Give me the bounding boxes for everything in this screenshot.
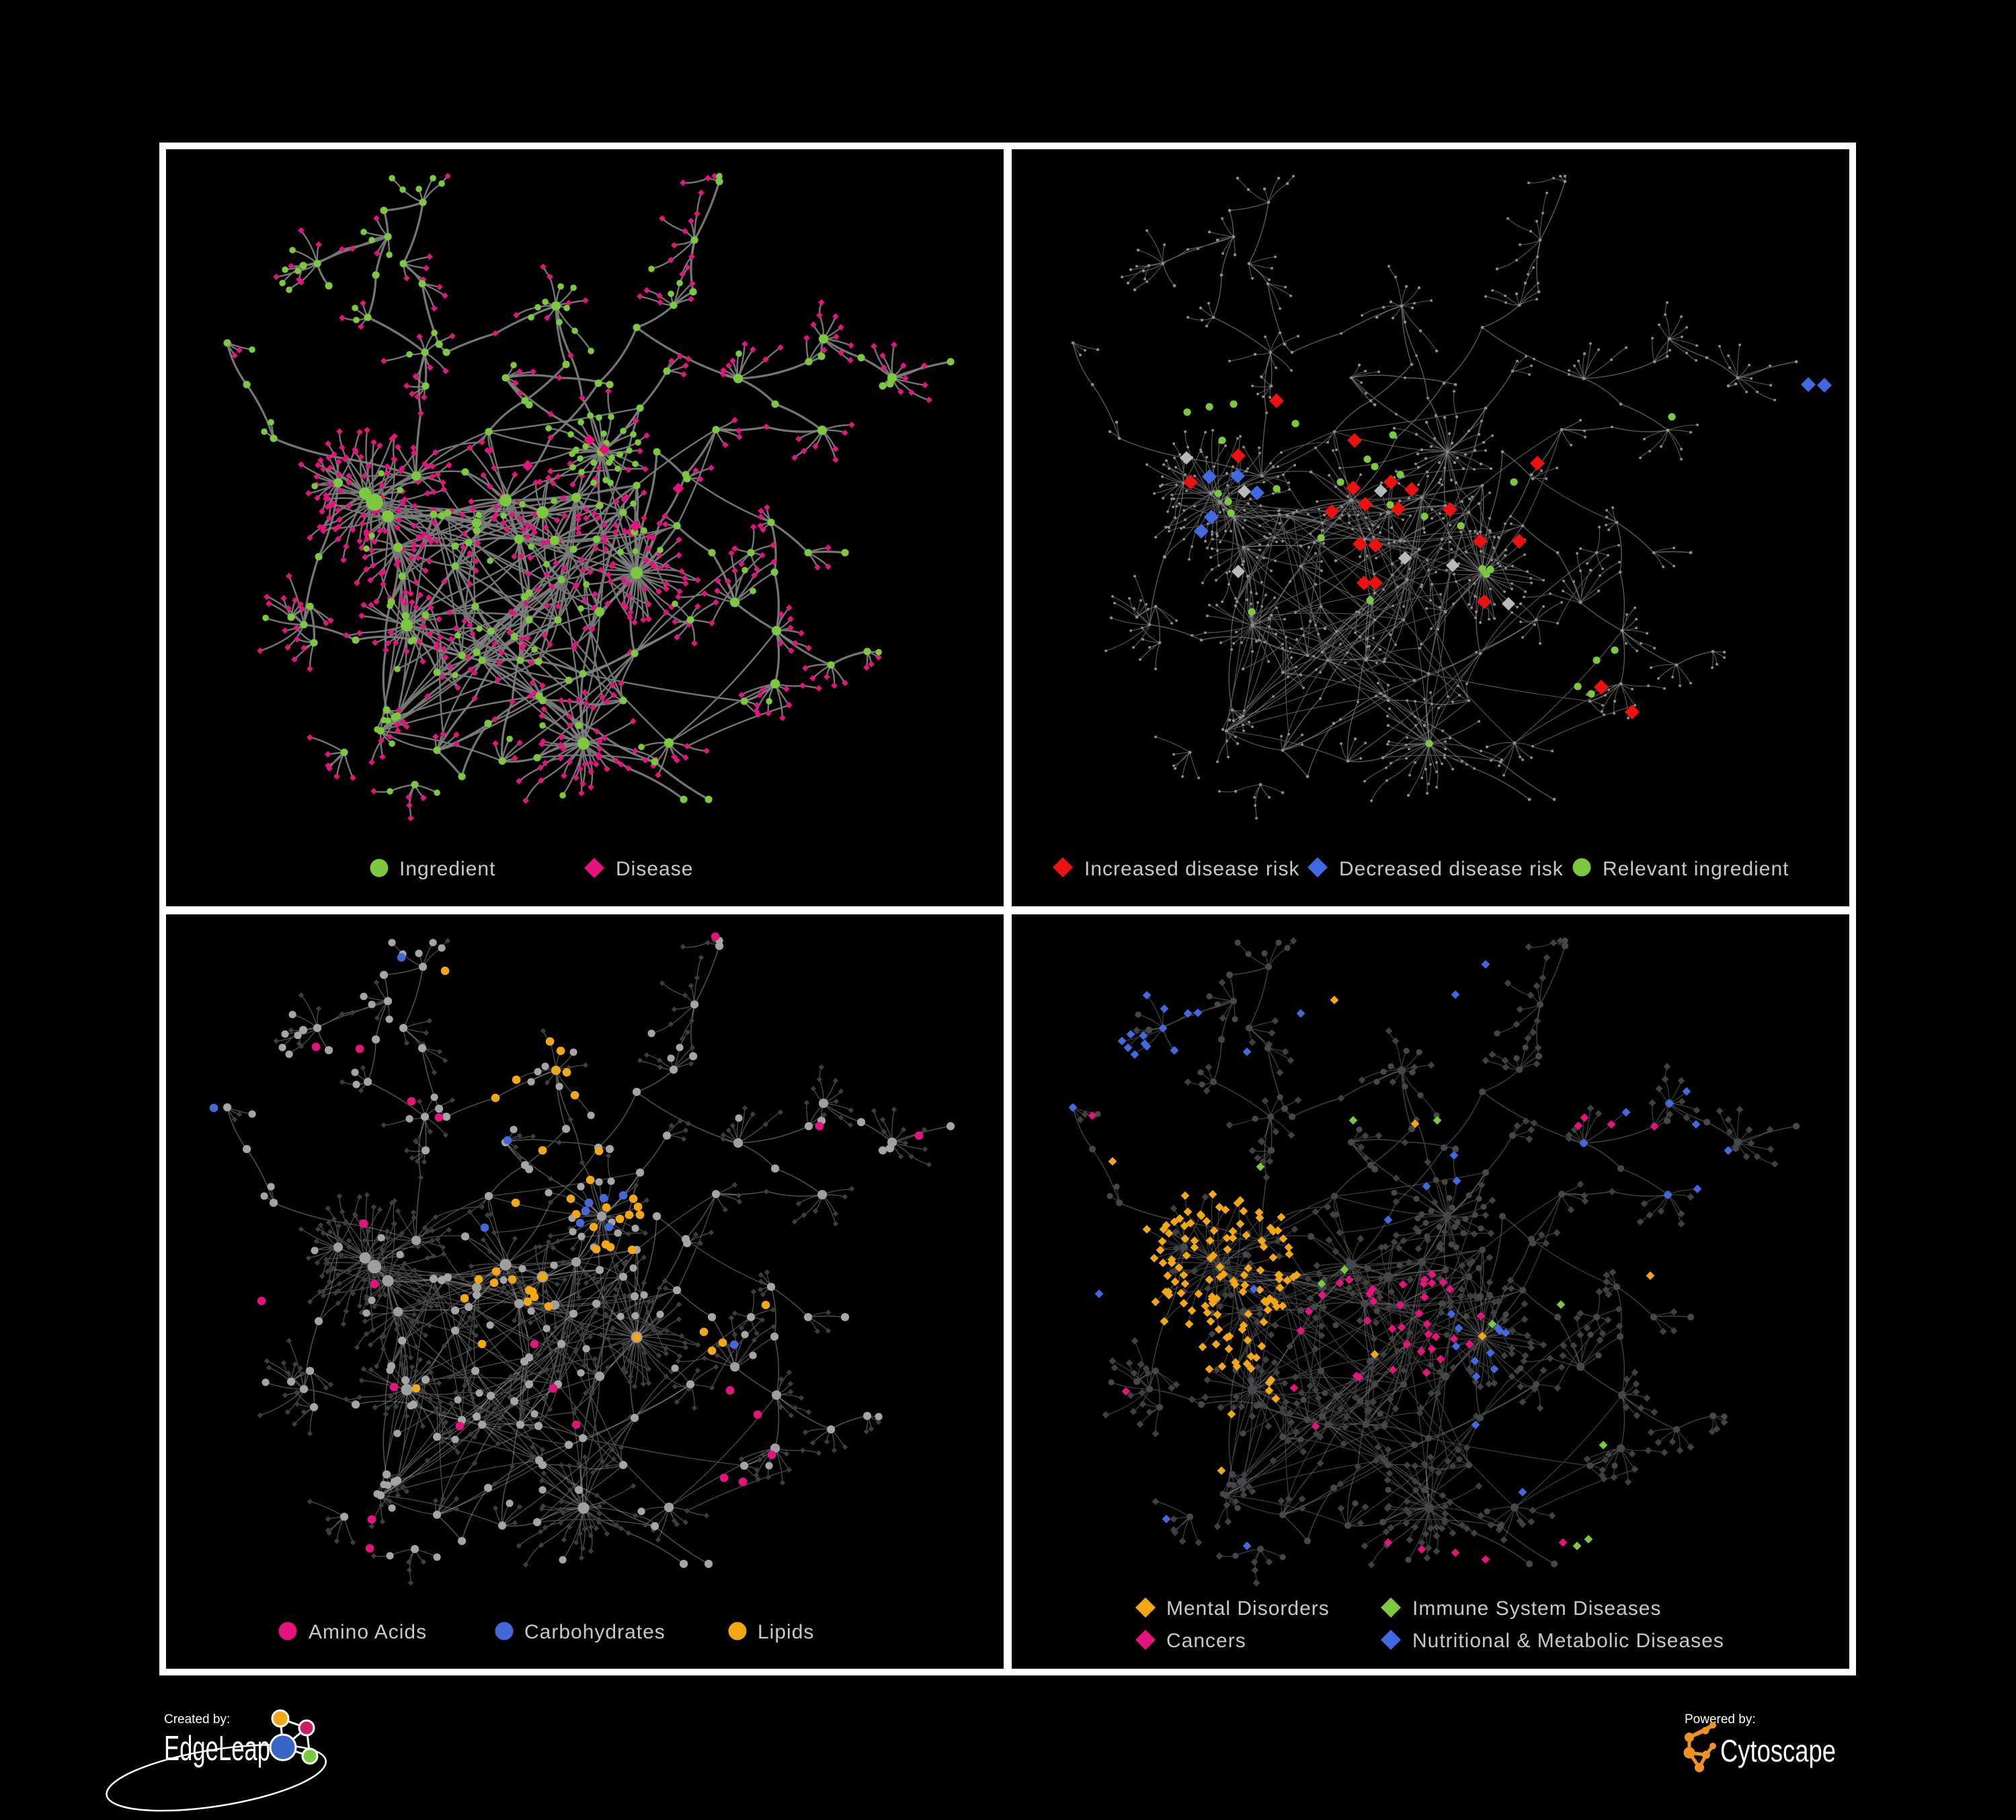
svg-text:Created by:: Created by: — [164, 1712, 230, 1727]
svg-text:Powered by:: Powered by: — [1685, 1712, 1756, 1727]
svg-text:Relevant ingredient: Relevant ingredient — [1603, 858, 1789, 880]
svg-text:Mental Disorders: Mental Disorders — [1166, 1597, 1330, 1620]
svg-text:Amino Acids: Amino Acids — [309, 1621, 427, 1643]
svg-text:Increased disease risk: Increased disease risk — [1084, 858, 1299, 880]
svg-text:Immune System Diseases: Immune System Diseases — [1412, 1597, 1661, 1620]
svg-text:Lipids: Lipids — [758, 1621, 814, 1643]
svg-text:Disease: Disease — [616, 858, 693, 880]
svg-text:Carbohydrates: Carbohydrates — [524, 1621, 666, 1643]
svg-text:Cytoscape: Cytoscape — [1720, 1733, 1836, 1768]
svg-text:Decreased disease risk: Decreased disease risk — [1339, 858, 1564, 880]
svg-text:Ingredient: Ingredient — [399, 858, 495, 880]
svg-text:Cancers: Cancers — [1166, 1630, 1246, 1652]
svg-text:Nutritional & Metabolic Diseas: Nutritional & Metabolic Diseases — [1412, 1630, 1724, 1652]
